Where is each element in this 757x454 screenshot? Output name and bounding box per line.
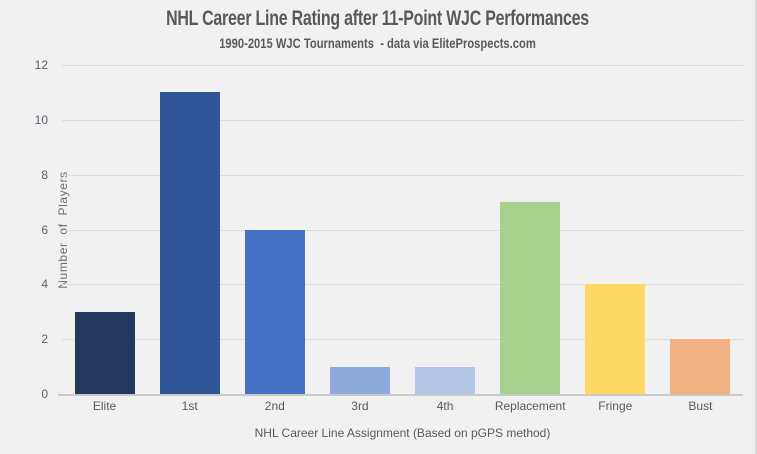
x-tick-label-bust: Bust (688, 399, 713, 413)
bar-fringe (585, 284, 646, 394)
y-tick-label-8: 8 (41, 167, 48, 182)
x-tick-label-1st: 1st (181, 399, 198, 413)
x-tick-label-4th: 4th (436, 399, 454, 413)
gridline-8 (62, 174, 743, 176)
x-tick-label-2nd: 2nd (264, 399, 285, 413)
y-tick-label-2: 2 (41, 332, 48, 347)
y-tick-label-0: 0 (41, 387, 48, 401)
x-tick-label-elite: Elite (92, 399, 117, 413)
bar-4th (415, 366, 476, 394)
x-axis-tick-labels: Elite 1st 2nd 3rd 4th Replacement Fringe Bust (62, 399, 743, 413)
x-axis-title: NHL Career Line Assignment (Based on pGP… (254, 426, 551, 440)
chart-title: NHL Career Line Rating after 11-Point WJ… (166, 7, 589, 30)
bar-slot-fringe (573, 65, 658, 394)
bar-slot-2nd (232, 65, 317, 394)
bar-slot-4th (403, 65, 488, 394)
gridline-2 (62, 339, 743, 341)
y-tick-label-4: 4 (41, 277, 48, 292)
gridline-10 (62, 119, 743, 121)
bar-slot-bust (658, 65, 743, 394)
y-axis-tick-labels: 0 2 4 6 8 10 12 (0, 58, 48, 401)
bar-3rd (329, 366, 390, 394)
gridline-4 (62, 284, 743, 286)
bar-2nd (244, 229, 305, 394)
y-tick-label-10: 10 (34, 112, 48, 127)
plot-area (58, 65, 743, 396)
x-tick-label-replacement: Replacement (494, 399, 566, 413)
chart-subtitle: 1990-2015 WJC Tournaments - data via Eli… (219, 35, 536, 51)
bar-slot-replacement (488, 65, 573, 394)
x-axis-line (58, 394, 743, 396)
bar-slot-1st (147, 65, 232, 394)
y-tick-label-6: 6 (41, 222, 48, 237)
y-tick-label-12: 12 (34, 58, 48, 72)
gridline-6 (62, 229, 743, 231)
bar-slot-3rd (317, 65, 402, 394)
bar-elite (74, 311, 135, 394)
bars-container (62, 65, 743, 394)
x-tick-label-3rd: 3rd (351, 399, 369, 413)
bar-bust (670, 339, 731, 394)
bar-slot-elite (62, 65, 147, 394)
x-tick-label-fringe: Fringe (598, 399, 633, 413)
bar-1st (159, 92, 220, 394)
bar-replacement (500, 202, 561, 394)
gridline-12 (62, 65, 743, 66)
